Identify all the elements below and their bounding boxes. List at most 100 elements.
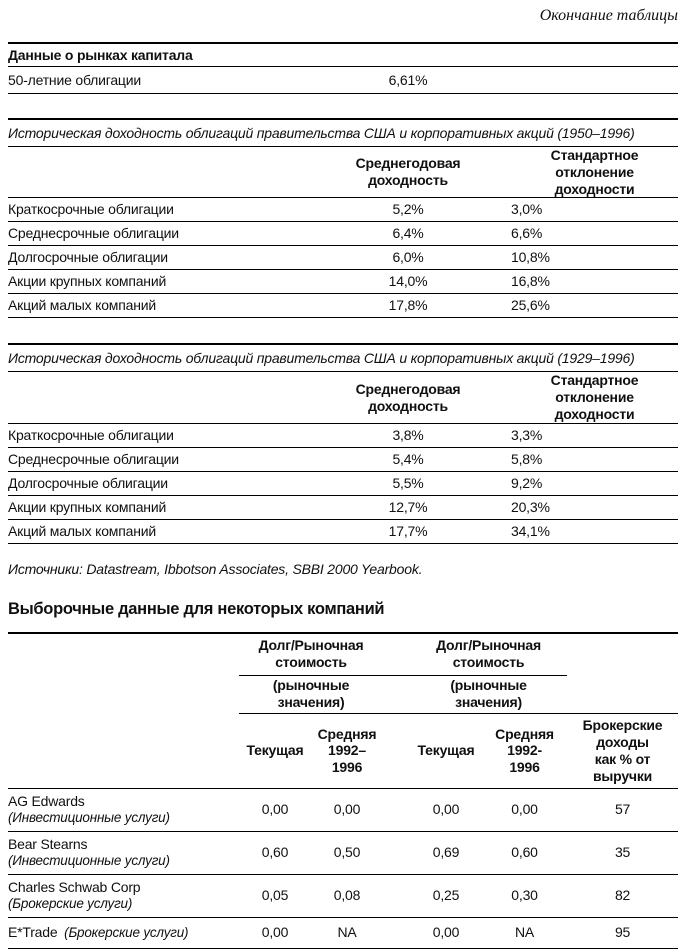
capital-markets-table: Данные о рынках капитала 50-летние облиг… (8, 42, 679, 94)
table-row: 50-летние облигации 6,61% (8, 66, 679, 94)
column-header-std-dev: Стандартное отклонение доходности (478, 146, 679, 199)
row-label: Акции крупных компаний (8, 269, 338, 295)
table-row: Среднесрочные облигации 6,4% 6,6% (8, 221, 679, 247)
selected-companies-table: Долг/Рыночная стоимость Долг/Рыночная ст… (8, 631, 679, 949)
sources-note: Источники: Datastream, Ibbotson Associat… (8, 560, 423, 577)
row-label: Акций малых компаний (8, 519, 338, 544)
avg-return-value: 17,8% (338, 293, 478, 319)
table-row: Долгосрочные облигации 6,0% 10,8% (8, 245, 679, 271)
std-dev-value: 10,8% (478, 245, 679, 271)
avg-return-value: 12,7% (338, 495, 478, 520)
table-row: Акции крупных компаний 12,7% 20,3% (8, 495, 679, 520)
table-row: Акций малых компаний 17,8% 25,6% (8, 293, 679, 319)
column-header-avg-return: Среднегодовая доходность (338, 146, 478, 199)
avg-return-value: 5,5% (338, 471, 478, 496)
historical-returns-table-1950-1996: Историческая доходность облигаций правит… (8, 118, 679, 319)
column-header-average-1: Средняя 1992– 1996 (311, 713, 384, 789)
avg-return-value: 5,2% (338, 197, 478, 223)
table-row: Краткосрочные облигации 5,2% 3,0% (8, 197, 679, 223)
group-header-debt-market-value-1: Долг/Рыночная стоимость (239, 632, 384, 676)
column-header-current-1: Текущая (239, 713, 311, 789)
table-row: Историческая доходность облигаций правит… (8, 344, 679, 373)
table-caption: Историческая доходность облигаций правит… (8, 344, 679, 373)
current-value-2: 0,25 (410, 874, 483, 918)
company-cell: AG Edwards (Инвестиционные услуги) (8, 788, 239, 832)
avg-return-value: 5,4% (338, 447, 478, 472)
table-row: Акции крупных компаний 14,0% 16,8% (8, 269, 679, 295)
table-row: AG Edwards (Инвестиционные услуги) 0,00 … (8, 788, 679, 832)
row-label: Долгосрочные облигации (8, 471, 338, 496)
average-value-2: 0,30 (482, 874, 568, 918)
group-header-debt-market-value-2: Долг/Рыночная стоимость (410, 632, 568, 676)
std-dev-value: 6,6% (478, 221, 679, 247)
row-label: Краткосрочные облигации (8, 197, 338, 223)
avg-return-value: 17,7% (338, 519, 478, 544)
brokerage-revenue-value: 57 (567, 788, 679, 832)
column-header-std-dev: Стандартное отклонение доходности (478, 371, 679, 424)
table-group-header-row: Долг/Рыночная стоимость Долг/Рыночная ст… (8, 632, 678, 676)
row-label: 50-летние облигации (8, 66, 338, 94)
brokerage-revenue-value: 82 (567, 874, 679, 918)
subheader-market-values-1: (рыночные значения) (239, 675, 384, 714)
current-value-1: 0,60 (239, 831, 311, 875)
company-name: AG Edwards (8, 793, 85, 810)
std-dev-value: 34,1% (478, 519, 679, 544)
row-label: Долгосрочные облигации (8, 245, 338, 271)
row-label: Акций малых компаний (8, 293, 338, 319)
column-header-current-2: Текущая (410, 713, 483, 789)
std-dev-value: 9,2% (478, 471, 679, 496)
company-name: E*Trade (8, 924, 58, 941)
row-label: Среднесрочные облигации (8, 447, 338, 472)
table-header-row: Среднегодовая доходность Стандартное отк… (8, 371, 679, 424)
average-value-1: 0,50 (311, 831, 384, 875)
company-cell: Bear Stearns (Инвестиционные услуги) (8, 831, 239, 875)
company-cell: Charles Schwab Corp (Брокерские услуги) (8, 874, 239, 918)
subheader-market-values-2: (рыночные значения) (410, 675, 568, 714)
row-value: 6,61% (338, 66, 478, 94)
avg-return-value: 14,0% (338, 269, 478, 295)
table-row: Акций малых компаний 17,7% 34,1% (8, 519, 679, 544)
average-value-1: 0,08 (311, 874, 384, 918)
row-label: Акции крупных компаний (8, 495, 338, 520)
std-dev-value: 3,3% (478, 423, 679, 448)
row-label: Среднесрочные облигации (8, 221, 338, 247)
column-header-average-2: Средняя 1992- 1996 (482, 713, 568, 789)
section-heading: Выборочные данные для некоторых компаний (8, 599, 385, 618)
average-value-2: 0,60 (482, 831, 568, 875)
current-value-2: 0,00 (410, 788, 483, 832)
column-header-avg-return: Среднегодовая доходность (338, 371, 478, 424)
historical-returns-table-1929-1996: Историческая доходность облигаций правит… (8, 343, 679, 544)
company-note: (Инвестиционные услуги) (8, 810, 170, 826)
table-row: Историческая доходность облигаций правит… (8, 119, 679, 147)
table-row: Charles Schwab Corp (Брокерские услуги) … (8, 874, 679, 918)
table-subheader-row: (рыночные значения) (рыночные значения) (8, 675, 679, 714)
std-dev-value: 16,8% (478, 269, 679, 295)
company-note: (Инвестиционные услуги) (8, 853, 170, 869)
current-value-2: 0,69 (410, 831, 483, 875)
current-value-1: 0,00 (239, 788, 311, 832)
table-caption: Историческая доходность облигаций правит… (8, 119, 679, 147)
brokerage-revenue-value: 35 (567, 831, 679, 875)
avg-return-value: 6,4% (338, 221, 478, 247)
column-header-brokerage-revenue: Брокерские доходы как % от выручки (567, 713, 679, 789)
table-row: Среднесрочные облигации 5,4% 5,8% (8, 447, 679, 472)
company-name: Charles Schwab Corp (8, 879, 141, 896)
avg-return-value: 3,8% (338, 423, 478, 448)
table-row: Долгосрочные облигации 5,5% 9,2% (8, 471, 679, 496)
current-value-1: 0,05 (239, 874, 311, 918)
average-value-2: 0,00 (482, 788, 568, 832)
capital-markets-title: Данные о рынках капитала (8, 43, 679, 67)
company-name: Bear Stearns (8, 836, 88, 853)
company-note: (Брокерские услуги) (64, 925, 189, 941)
table-header-row: Текущая Средняя 1992– 1996 Текущая Средн… (8, 713, 679, 789)
std-dev-value: 3,0% (478, 197, 679, 223)
average-value-1: 0,00 (311, 788, 384, 832)
std-dev-value: 25,6% (478, 293, 679, 319)
table-header-row: Среднегодовая доходность Стандартное отк… (8, 146, 679, 199)
table-row: Краткосрочные облигации 3,8% 3,3% (8, 423, 679, 448)
table-continuation-note: Окончание таблицы (539, 7, 678, 24)
std-dev-value: 5,8% (478, 447, 679, 472)
std-dev-value: 20,3% (478, 495, 679, 520)
avg-return-value: 6,0% (338, 245, 478, 271)
table-row: Bear Stearns (Инвестиционные услуги) 0,6… (8, 831, 679, 875)
